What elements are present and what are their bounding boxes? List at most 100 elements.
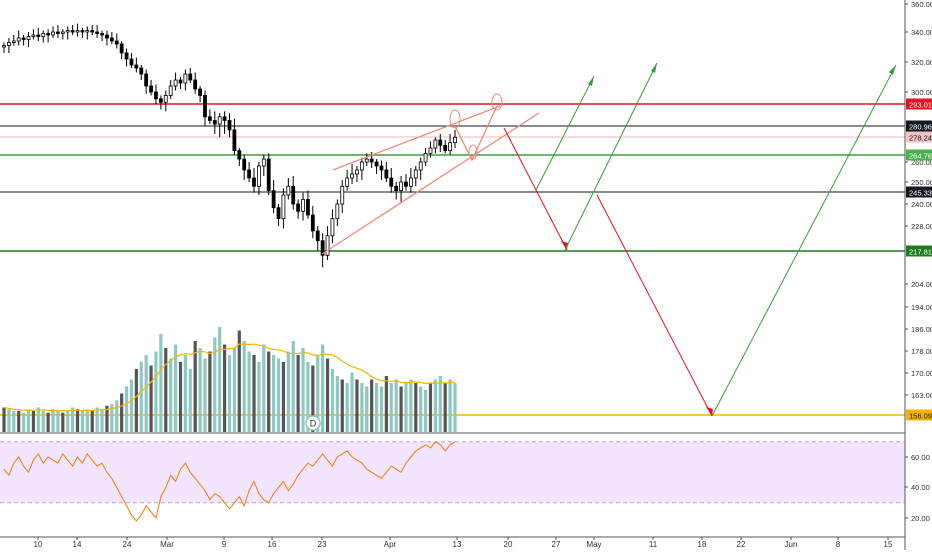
volume-bar [316, 355, 320, 432]
candle-body [394, 185, 399, 191]
volume-bar [291, 341, 295, 432]
volume-bar [301, 348, 305, 432]
volume-bar [222, 344, 227, 432]
candle-body [119, 43, 124, 54]
candle-body [335, 203, 340, 220]
candle-body [41, 33, 46, 37]
volume-bar [370, 379, 374, 432]
volume-bar [419, 386, 423, 432]
price-tick-label: 186.00 [911, 325, 932, 334]
projection-red-down-2 [596, 194, 713, 417]
candle-body [31, 34, 36, 37]
projection-red-down-1 [503, 127, 568, 251]
channel-lower-trendline [321, 112, 540, 255]
price-tick-label: 40.00 [911, 483, 930, 492]
price-tick-label: 170.00 [911, 369, 932, 378]
price-tag-264.76: 264.76 [909, 152, 932, 161]
volume-bar [144, 355, 148, 432]
candle-body [178, 79, 183, 84]
volume-bar [404, 383, 408, 432]
time-tick-label: 27 [552, 540, 561, 549]
time-tick-label: 20 [504, 540, 513, 549]
candle-body [188, 73, 193, 81]
volume-bar [281, 362, 286, 432]
candle-body [222, 116, 227, 121]
price-tag-bg-278.24 [906, 131, 932, 143]
candle-body [227, 120, 232, 131]
volume-bar [95, 407, 99, 432]
price-tick-label: 60.00 [911, 453, 930, 462]
candle-body [95, 31, 100, 34]
time-tick-label: 8 [836, 540, 841, 549]
candle-body [379, 165, 384, 171]
candle-body [315, 230, 320, 242]
candle-body [2, 45, 6, 48]
dividend-event-marker[interactable] [305, 415, 321, 431]
candle-body [301, 199, 305, 212]
rsi-overbought-oversold-band [0, 441, 905, 503]
candle-body [438, 139, 443, 146]
volume-bar [242, 341, 246, 432]
price-candles [2, 23, 457, 268]
volume-bar [232, 348, 237, 432]
volume-bar [389, 383, 393, 432]
candle-body [60, 31, 65, 34]
volume-bar [159, 334, 163, 432]
price-tick-label: 20.00 [911, 514, 930, 523]
candle-body [350, 173, 354, 179]
volume-bar [399, 386, 403, 432]
projection-green-up-1 [535, 75, 595, 191]
volume-bar [272, 355, 276, 432]
price-tag-bg-156.09 [906, 409, 932, 421]
time-tick-label: 16 [268, 540, 277, 549]
volume-bar [311, 365, 315, 432]
volume-bar [257, 362, 261, 432]
volume-bar [164, 348, 168, 432]
price-tag-278.24: 278.24 [909, 134, 932, 143]
candle-body [232, 129, 237, 152]
volume-bar [227, 355, 232, 432]
candle-body [16, 37, 21, 42]
price-tag-217.81: 217.81 [909, 248, 932, 257]
volume-bar [183, 355, 187, 432]
volume-bar [438, 376, 442, 432]
candle-body [56, 31, 60, 34]
volume-bar [198, 348, 202, 432]
volume-bar [12, 411, 16, 432]
volume-bar [267, 351, 271, 432]
highlight-ellipse-1 [449, 109, 461, 129]
price-tag-293.01: 293.01 [909, 101, 932, 110]
time-tick-label: Jun [785, 540, 798, 549]
volume-bar [379, 386, 384, 432]
volume-bar [374, 383, 379, 432]
candle-body [51, 31, 55, 36]
candle-body [154, 91, 158, 100]
candle-body [139, 67, 144, 75]
candle-body [105, 34, 109, 39]
volume-bar [51, 409, 55, 432]
arrowhead-green-2 [651, 63, 657, 73]
volume-bar [115, 400, 119, 432]
volume-bar [134, 369, 138, 432]
time-tick-label: 11 [649, 540, 658, 549]
candle-body [389, 177, 394, 187]
projection-green-up-3 [711, 64, 897, 417]
volume-bar [85, 409, 89, 432]
volume-moving-average [3, 343, 455, 412]
volume-bar [17, 411, 21, 432]
volume-bar [41, 411, 45, 432]
candle-body [114, 40, 119, 45]
volume-bar [2, 407, 6, 432]
rsi-line [3, 441, 456, 522]
volume-bar [360, 383, 364, 432]
dividend-event-label: D [310, 419, 317, 429]
price-tick-label: 360.00 [911, 0, 932, 9]
volume-bar [193, 341, 197, 432]
candle-body [399, 181, 403, 191]
volume-bar [36, 407, 40, 432]
candle-body [413, 169, 418, 179]
price-tag-bg-280.96 [906, 120, 932, 132]
price-tag-156.09: 156.09 [909, 412, 932, 421]
volume-bar [335, 376, 339, 432]
